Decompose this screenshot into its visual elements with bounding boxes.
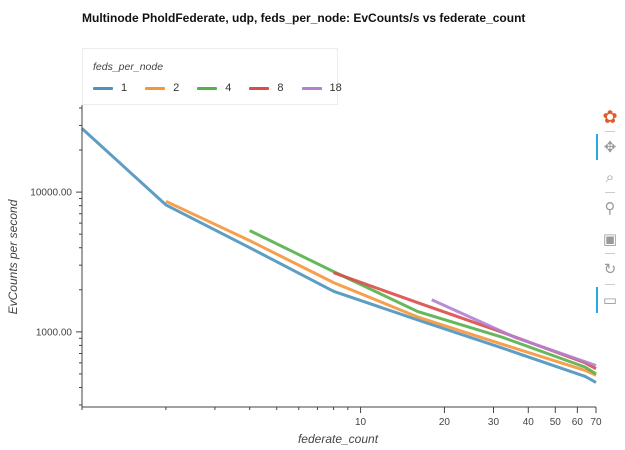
legend-swatch [197, 86, 218, 90]
toolbar-separator [605, 284, 615, 285]
legend-items: 1 2 4 8 18 [93, 82, 360, 94]
toolbar-separator [605, 131, 615, 132]
x-tick-label: 50 [550, 417, 562, 428]
series-line-1[interactable] [80, 127, 597, 384]
legend-item[interactable]: 2 [145, 82, 179, 94]
x-tick-label: 60 [572, 417, 584, 428]
legend-title: feds_per_node [93, 61, 164, 73]
bokeh-logo-icon[interactable]: ✿ [602, 106, 618, 127]
wheel-zoom-icon[interactable]: ⚲ [604, 200, 616, 217]
legend-swatch [249, 86, 270, 90]
x-tick-label: 70 [590, 417, 602, 428]
legend-label: 8 [277, 82, 284, 94]
legend-swatch [301, 86, 322, 90]
pan-icon[interactable]: ✥ [596, 134, 620, 160]
x-axis-label: federate_count [298, 432, 379, 446]
legend-item[interactable]: 18 [301, 82, 342, 94]
legend-label: 18 [329, 82, 342, 94]
legend-item[interactable]: 4 [197, 82, 231, 94]
box-zoom-icon[interactable]: ⌕ [605, 168, 615, 186]
legend-item[interactable]: 1 [93, 82, 127, 94]
legend-item[interactable]: 8 [249, 82, 284, 94]
x-tick-label: 40 [523, 417, 535, 428]
legend-swatch [93, 86, 113, 90]
legend-label: 4 [225, 82, 232, 94]
series-line-8[interactable] [333, 271, 597, 371]
y-tick-label: 1000.00 [36, 327, 73, 338]
chart-title: Multinode PholdFederate, udp, feds_per_n… [82, 11, 526, 25]
reset-icon[interactable]: ↻ [603, 261, 617, 278]
toolbar-separator [605, 253, 615, 254]
series-line-18[interactable] [431, 298, 597, 367]
x-tick-label: 30 [488, 417, 500, 428]
hover-icon[interactable]: ▭ [596, 287, 620, 313]
save-icon[interactable]: ▣ [602, 231, 618, 248]
legend-label: 2 [173, 82, 180, 94]
series-layer [80, 127, 597, 384]
chart-toolbar: ✿ ✥ ⌕ ⚲ ▣ ↻ ▭ [596, 105, 625, 320]
axis-layer: 10 20 30 40 50 60 70 1000.00 10000.00 [30, 105, 602, 428]
series-line-4[interactable] [249, 229, 597, 376]
legend: feds_per_node 1 2 4 8 18 [82, 48, 342, 105]
x-tick-label: 20 [439, 417, 451, 428]
toolbar-separator [605, 192, 615, 193]
x-tick-label: 10 [355, 417, 367, 428]
y-axis-label: EvCounts per second [6, 199, 20, 314]
legend-swatch [145, 86, 166, 90]
series-line-2[interactable] [165, 199, 597, 377]
y-tick-label: 10000.00 [30, 188, 72, 199]
legend-label: 1 [121, 82, 128, 94]
